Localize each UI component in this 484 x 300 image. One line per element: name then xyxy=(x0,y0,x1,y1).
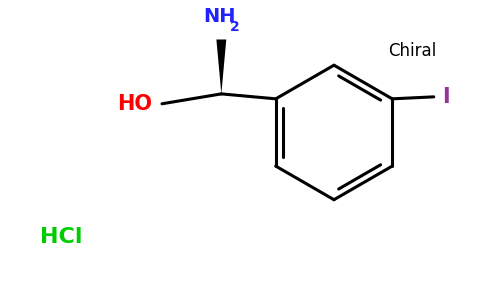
Text: 2: 2 xyxy=(230,20,240,34)
Polygon shape xyxy=(216,40,227,94)
Text: HO: HO xyxy=(117,94,152,114)
Text: I: I xyxy=(442,87,449,107)
Text: HCl: HCl xyxy=(40,227,83,247)
Text: NH: NH xyxy=(203,7,236,26)
Text: Chiral: Chiral xyxy=(388,42,437,60)
